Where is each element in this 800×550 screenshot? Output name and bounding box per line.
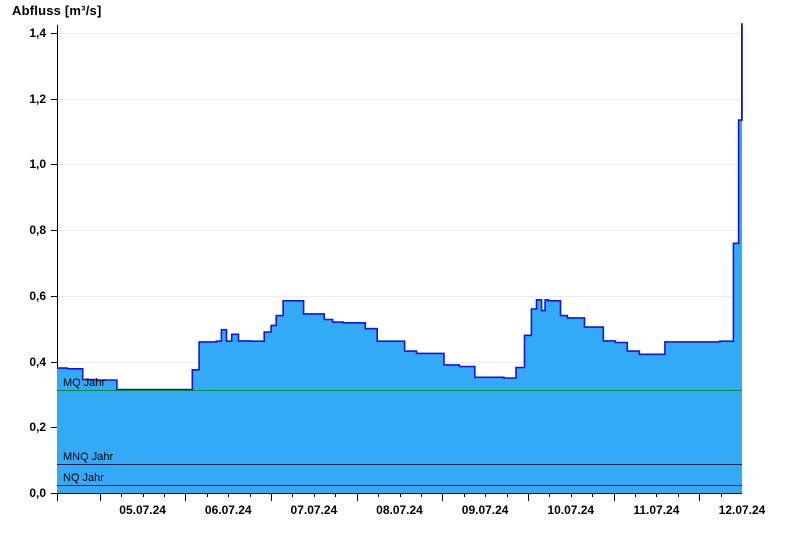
y-tick-label: 0,6 bbox=[29, 289, 46, 303]
x-tick-minor bbox=[314, 493, 315, 497]
gridline bbox=[57, 427, 742, 428]
x-tick-label: 12.07.24 bbox=[718, 503, 766, 517]
x-tick-major bbox=[100, 493, 101, 501]
x-tick-minor bbox=[400, 493, 401, 497]
gridline bbox=[57, 362, 742, 363]
x-tick-major bbox=[528, 493, 529, 501]
x-tick-label: 08.07.24 bbox=[376, 503, 423, 517]
y-axis-line bbox=[57, 25, 58, 501]
x-tick-minor bbox=[421, 493, 422, 497]
reference-line-mq-jahr bbox=[57, 390, 742, 391]
x-tick-label: 07.07.24 bbox=[290, 503, 338, 517]
x-tick-minor bbox=[656, 493, 657, 497]
x-tick-minor bbox=[549, 493, 550, 497]
y-tick-mark bbox=[51, 493, 58, 494]
x-tick-minor bbox=[378, 493, 379, 497]
y-tick-label: 0,2 bbox=[29, 420, 46, 434]
x-tick-major bbox=[442, 493, 443, 501]
y-tick-mark bbox=[51, 164, 58, 165]
gridline bbox=[57, 99, 742, 100]
x-tick-minor bbox=[207, 493, 208, 497]
y-tick-label: 1,4 bbox=[29, 26, 46, 40]
x-tick-minor bbox=[228, 493, 229, 497]
y-tick-mark bbox=[51, 33, 58, 34]
y-tick-mark bbox=[51, 362, 58, 363]
discharge-area-fill bbox=[57, 23, 742, 493]
x-tick-major bbox=[699, 493, 700, 501]
x-tick-minor bbox=[143, 493, 144, 497]
y-tick-mark bbox=[51, 427, 58, 428]
x-tick-minor bbox=[721, 493, 722, 497]
reference-line-nq-jahr bbox=[57, 485, 742, 486]
x-tick-minor bbox=[485, 493, 486, 497]
chart-title: Abfluss [m³/s] bbox=[12, 3, 102, 18]
reference-line-mnq-jahr bbox=[57, 464, 742, 465]
y-tick-mark bbox=[51, 230, 58, 231]
y-tick-label: 0,8 bbox=[29, 223, 46, 237]
y-tick-mark bbox=[51, 296, 58, 297]
x-tick-minor bbox=[571, 493, 572, 497]
discharge-outline bbox=[57, 23, 743, 391]
x-tick-minor bbox=[592, 493, 593, 497]
x-tick-minor bbox=[164, 493, 165, 497]
x-tick-label: 10.07.24 bbox=[547, 503, 595, 517]
y-tick-label: 1,0 bbox=[29, 157, 46, 171]
x-tick-label: 09.07.24 bbox=[461, 503, 509, 517]
y-tick-label: 0,0 bbox=[29, 486, 46, 500]
gridline bbox=[57, 230, 742, 231]
gridline bbox=[57, 164, 742, 165]
x-tick-minor bbox=[121, 493, 122, 497]
x-tick-label: 11.07.24 bbox=[633, 503, 680, 517]
reference-label-nq-jahr: NQ Jahr bbox=[63, 472, 104, 484]
x-tick-major bbox=[271, 493, 272, 501]
x-tick-minor bbox=[250, 493, 251, 497]
gridline bbox=[57, 33, 742, 34]
x-tick-label: 05.07.24 bbox=[119, 503, 166, 517]
x-tick-major bbox=[614, 493, 615, 501]
gridline bbox=[57, 296, 742, 297]
x-tick-minor bbox=[335, 493, 336, 497]
x-tick-major bbox=[185, 493, 186, 501]
x-tick-major bbox=[357, 493, 358, 501]
x-tick-label: 06.07.24 bbox=[204, 503, 252, 517]
x-axis-line bbox=[57, 493, 742, 494]
reference-label-mnq-jahr: MNQ Jahr bbox=[63, 451, 114, 463]
x-tick-minor bbox=[292, 493, 293, 497]
x-tick-minor bbox=[635, 493, 636, 497]
y-tick-mark bbox=[51, 99, 58, 100]
reference-label-mq-jahr: MQ Jahr bbox=[63, 377, 106, 389]
plot-right-border bbox=[741, 25, 742, 493]
x-tick-minor bbox=[678, 493, 679, 497]
x-tick-minor bbox=[464, 493, 465, 497]
y-tick-label: 0,4 bbox=[29, 355, 46, 369]
y-tick-label: 1,2 bbox=[29, 92, 46, 106]
x-tick-minor bbox=[507, 493, 508, 497]
